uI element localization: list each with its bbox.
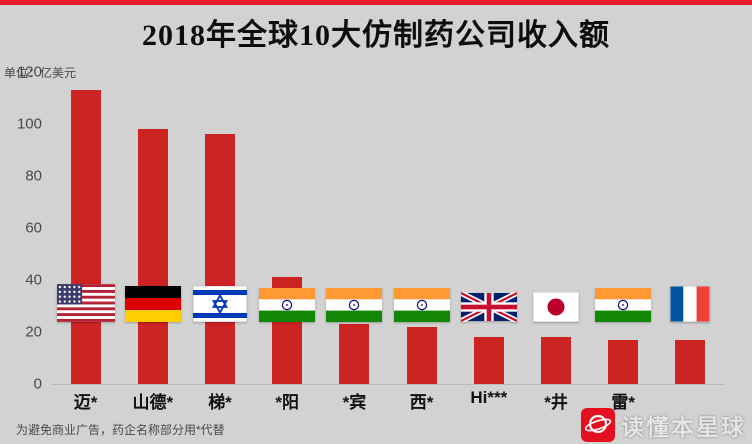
bar-slot [455,72,522,384]
x-axis-label: Hi*** [470,388,508,407]
flag-gb-icon [459,290,519,324]
bar-slot [52,72,119,384]
bar-slot [186,72,253,384]
bar-slot [522,72,589,384]
flag-in-icon [595,288,652,322]
revenue-bar [70,90,101,384]
x-axis-label: 梯* [208,393,232,412]
flag-in-icon [393,288,450,322]
x-axis-label: 西* [409,393,434,412]
revenue-bar [473,337,504,384]
y-tick-label: 80 [25,167,42,185]
x-axis-label: 迈* [73,393,98,412]
y-tick-label: 100 [16,115,42,133]
bar-slot [321,72,388,384]
revenue-bar [137,129,168,384]
y-axis-labels: 0 20 40 60 80 100 120 [0,64,46,393]
bar-slot [657,72,724,384]
flag-fr-icon [669,285,711,323]
flag-de-icon [124,286,181,322]
chart-title: 2018年全球10大仿制药公司收入额 [142,19,610,52]
bars-row [52,72,724,384]
bar-slot [590,72,657,384]
planet-logo-icon [581,408,615,442]
y-tick-label: 60 [25,219,42,237]
x-axis-label: *阳 [275,393,300,412]
y-tick-label: 40 [25,271,42,289]
x-axis-label: 山德* [132,393,174,412]
flag-in-icon [326,288,383,322]
revenue-bar [675,339,706,384]
watermark: 读懂本星球 [581,408,746,442]
y-axis-unit-label: 单位：亿美元 [4,66,77,80]
y-tick-label: 120 [16,63,42,81]
bar-slot [119,72,186,384]
revenue-bar [541,337,572,384]
watermark-text: 读懂本星球 [621,414,746,440]
x-axis-label: *宾 [342,393,367,412]
flag-jp-icon [532,291,580,323]
y-tick-label: 0 [33,375,42,393]
x-axis-line [52,384,724,385]
x-axis-labels: 迈* 山德* 梯* *阳 *宾 西* Hi*** *井 雷* [52,388,724,413]
revenue-bar [608,339,639,384]
bar-slot [388,72,455,384]
bar-slot [254,72,321,384]
footnote: 为避免商业广告，药企名称部分用*代替 [16,423,225,437]
flag-il-icon [192,285,248,323]
y-tick-label: 20 [25,323,42,341]
revenue-bar [339,324,370,384]
x-axis-label: 雷* [611,393,636,412]
flag-us-icon [56,284,115,322]
revenue-bar [205,134,235,384]
x-axis-label: *井 [544,393,568,412]
flag-in-icon [259,288,316,322]
revenue-bar [406,326,437,384]
top-accent-line [0,0,752,5]
plot-area [52,72,724,385]
